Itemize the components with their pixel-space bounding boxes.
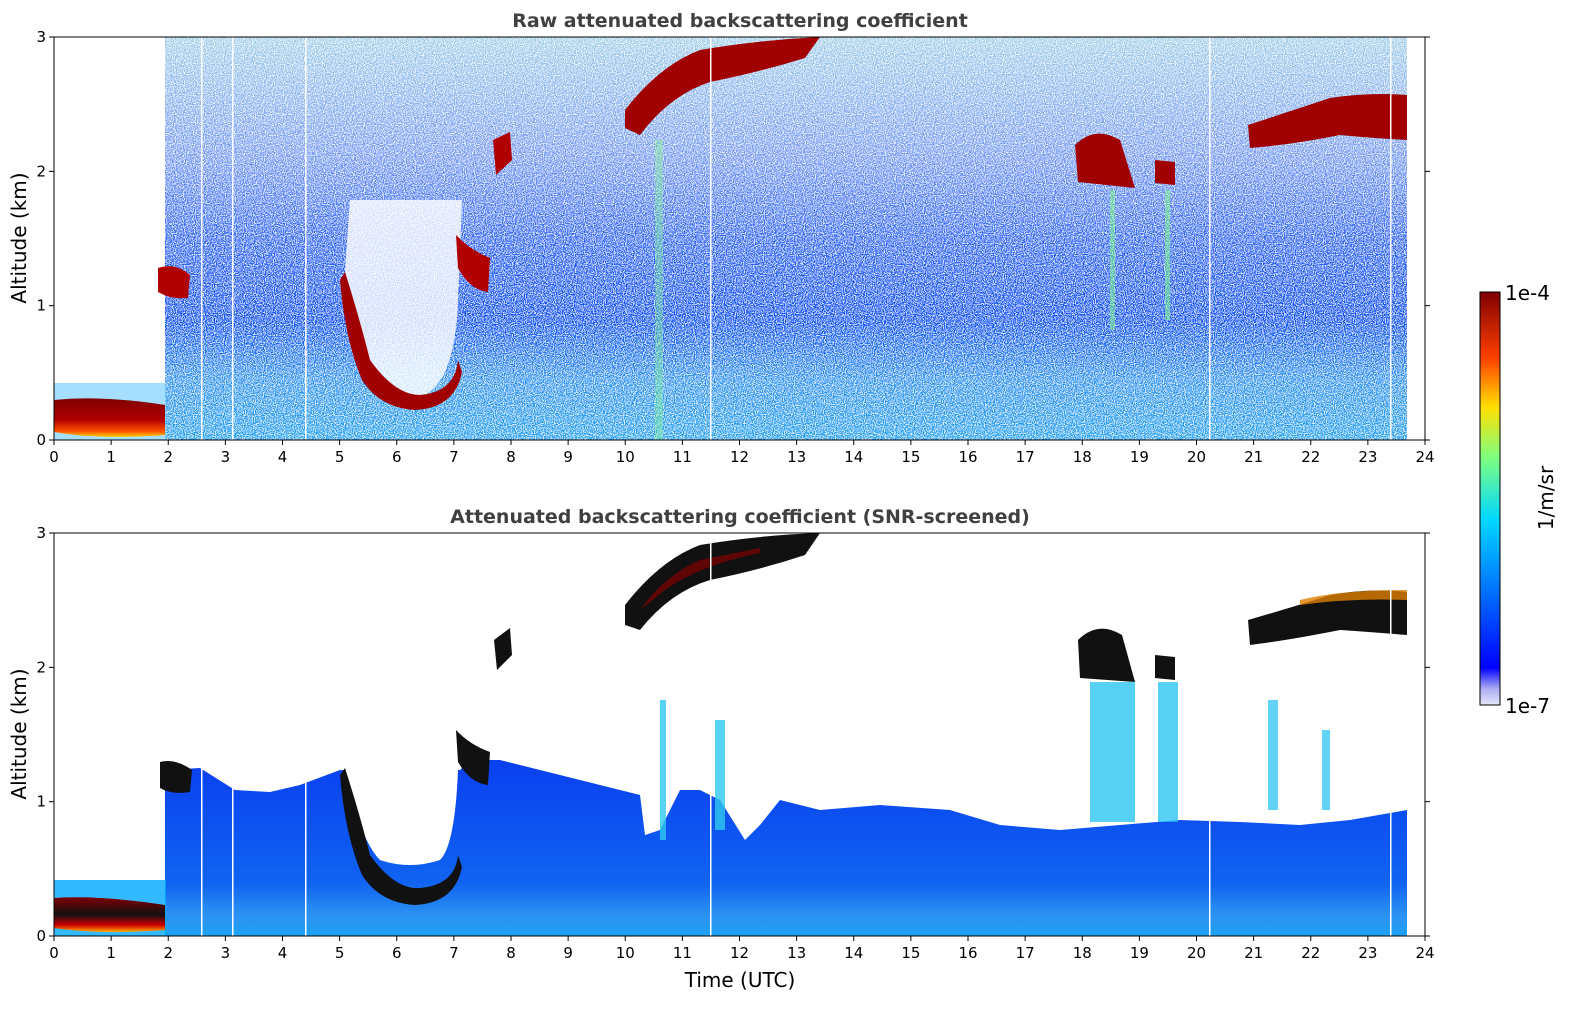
snr-heatmap	[54, 533, 1425, 936]
x-tick-label: 23	[1358, 448, 1377, 466]
x-tick-label: 6	[392, 448, 402, 466]
x-tick-label: 8	[506, 448, 516, 466]
y-tick-label: 2	[36, 658, 46, 676]
raw-y-axis: 0 1 2 3	[36, 28, 1430, 449]
x-tick-label: 13	[787, 448, 806, 466]
snr-cloud-2utc	[160, 761, 192, 793]
x-tick-label: 20	[1187, 448, 1206, 466]
snr-cloud-7utc	[456, 730, 490, 785]
x-tick-label: 4	[278, 944, 288, 962]
raw-x-axis: 0 1 2 3 4 5 6 7 8 9 10 11 12 13 14 15 16 17 18 19 20 21 22 23 24	[49, 440, 1435, 466]
snr-y-label: Altitude (km)	[7, 668, 31, 799]
x-tick-label: 14	[844, 944, 863, 962]
colorbar-max-label: 1e-4	[1505, 281, 1550, 305]
x-tick-label: 12	[730, 944, 749, 962]
snr-cloud-low-0-2	[54, 897, 165, 933]
x-tick-label: 21	[1244, 448, 1263, 466]
y-tick-label: 2	[36, 162, 46, 180]
x-tick-label: 9	[563, 944, 573, 962]
x-tick-label: 24	[1415, 944, 1434, 962]
snr-cloud-8utc	[494, 628, 512, 670]
raw-panel: Raw attenuated backscattering coefficien…	[7, 10, 1435, 466]
snr-boundary-layer	[165, 760, 1407, 936]
colorbar-unit-label: 1/m/sr	[1534, 465, 1558, 530]
snr-x-axis: 0 1 2 3 4 5 6 7 8 9 10 11 12 13 14 15 16 17 18 19 20 21 22 23 24	[49, 936, 1435, 962]
raw-cloud-2utc	[158, 266, 190, 299]
y-tick-label: 3	[36, 28, 46, 46]
raw-heatmap	[54, 37, 1425, 440]
snr-x-label: Time (UTC)	[684, 968, 796, 992]
x-tick-label: 11	[673, 944, 692, 962]
x-tick-label: 23	[1358, 944, 1377, 962]
x-tick-label: 0	[49, 448, 59, 466]
x-tick-label: 15	[901, 944, 920, 962]
raw-cloud-7utc	[456, 235, 490, 292]
x-tick-label: 17	[1016, 944, 1035, 962]
snr-y-axis: 0 1 2 3	[36, 524, 1430, 945]
x-tick-label: 19	[1130, 944, 1149, 962]
x-tick-label: 17	[1016, 448, 1035, 466]
x-tick-label: 18	[1073, 944, 1092, 962]
raw-cloud-18utc	[1075, 133, 1135, 188]
x-tick-label: 16	[958, 944, 977, 962]
x-tick-label: 15	[901, 448, 920, 466]
x-tick-label: 2	[163, 448, 173, 466]
x-tick-label: 7	[449, 944, 459, 962]
x-tick-label: 7	[449, 448, 459, 466]
raw-cloud-low-0-2	[54, 398, 165, 437]
y-tick-label: 0	[36, 431, 46, 449]
x-tick-label: 3	[221, 448, 231, 466]
x-tick-label: 18	[1073, 448, 1092, 466]
x-tick-label: 2	[163, 944, 173, 962]
x-tick-label: 0	[49, 944, 59, 962]
snr-cloud-arc	[340, 768, 462, 905]
x-tick-label: 9	[563, 448, 573, 466]
x-tick-label: 5	[335, 944, 345, 962]
x-tick-label: 6	[392, 944, 402, 962]
x-tick-label: 8	[506, 944, 516, 962]
x-tick-label: 10	[616, 448, 635, 466]
raw-cloud-cirrus	[625, 37, 820, 135]
colorbar-gradient	[1479, 291, 1501, 706]
snr-title: Attenuated backscattering coefficient (S…	[450, 506, 1030, 528]
x-tick-label: 12	[730, 448, 749, 466]
y-tick-label: 1	[36, 297, 46, 315]
x-tick-label: 16	[958, 448, 977, 466]
raw-title: Raw attenuated backscattering coefficien…	[512, 10, 968, 32]
x-tick-label: 21	[1244, 944, 1263, 962]
x-tick-label: 13	[787, 944, 806, 962]
y-tick-label: 3	[36, 524, 46, 542]
snr-cloud-19utc	[1155, 655, 1175, 680]
snr-cloud-cirrus	[625, 533, 820, 630]
snr-panel: Attenuated backscattering coefficient (S…	[7, 506, 1435, 992]
colorbar: 1e-4 1e-7 1/m/sr	[1479, 281, 1558, 718]
x-tick-label: 4	[278, 448, 288, 466]
x-tick-label: 1	[106, 944, 116, 962]
y-tick-label: 1	[36, 793, 46, 811]
x-tick-label: 11	[673, 448, 692, 466]
x-tick-label: 10	[616, 944, 635, 962]
x-tick-label: 14	[844, 448, 863, 466]
snr-cloud-18utc	[1078, 628, 1135, 682]
raw-cloud-8utc	[493, 132, 512, 175]
x-tick-label: 20	[1187, 944, 1206, 962]
x-tick-label: 3	[221, 944, 231, 962]
raw-cloud-late	[1248, 94, 1407, 148]
raw-y-label: Altitude (km)	[7, 172, 31, 303]
x-tick-label: 22	[1301, 944, 1320, 962]
x-tick-label: 19	[1130, 448, 1149, 466]
x-tick-label: 5	[335, 448, 345, 466]
snr-cloud-late	[1248, 590, 1407, 645]
raw-cloud-arc	[340, 272, 462, 410]
y-tick-label: 0	[36, 927, 46, 945]
colorbar-min-label: 1e-7	[1505, 694, 1550, 718]
x-tick-label: 22	[1301, 448, 1320, 466]
x-tick-label: 1	[106, 448, 116, 466]
raw-cloud-19utc	[1155, 160, 1175, 185]
x-tick-label: 24	[1415, 448, 1434, 466]
